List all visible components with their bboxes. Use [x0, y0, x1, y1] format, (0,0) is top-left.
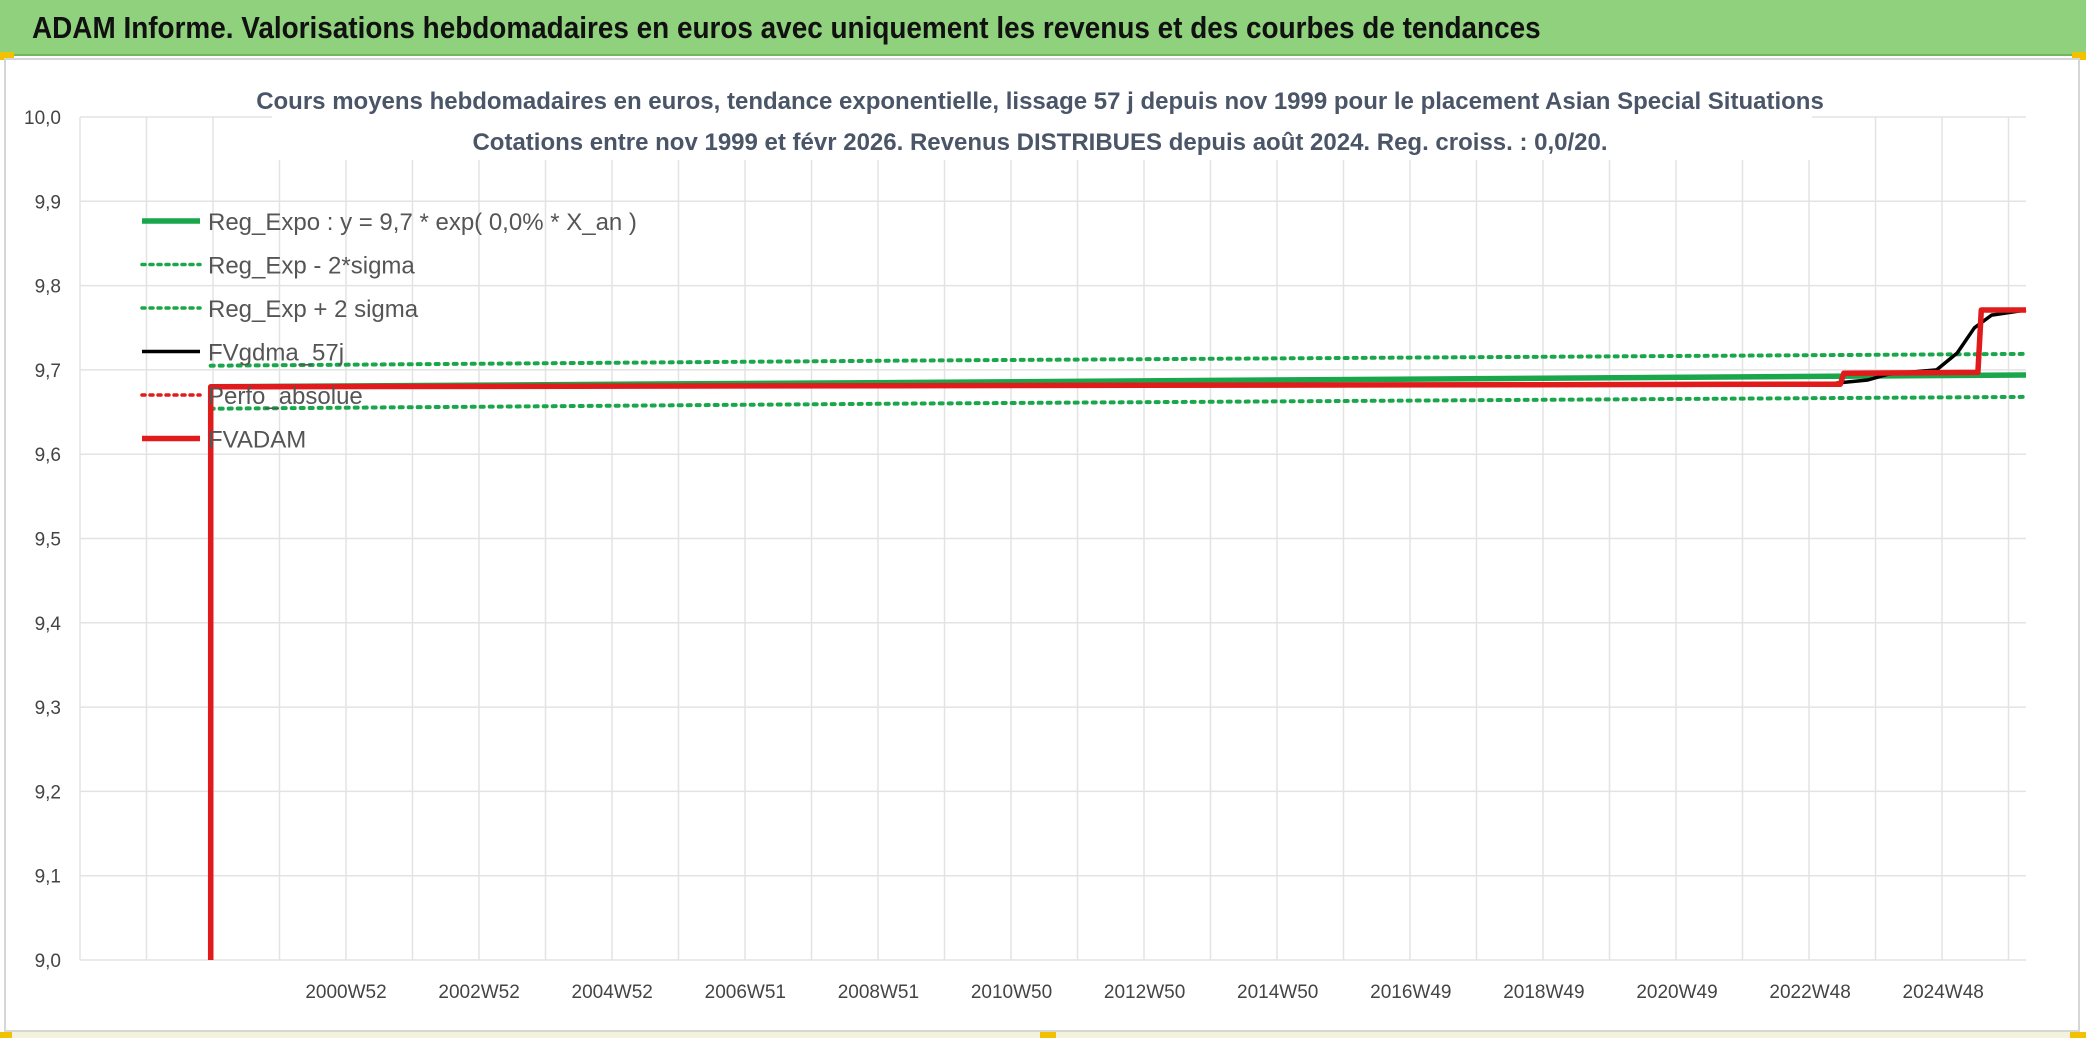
legend-label: Reg_Exp - 2*sigma [208, 253, 415, 280]
header-bar: ADAM Informe. Valorisations hebdomadaire… [0, 0, 2086, 56]
y-tick-label: 9,7 [35, 361, 61, 382]
bottom-mark-center [1040, 1032, 1056, 1038]
y-tick-label: 9,0 [35, 951, 61, 972]
bottom-mark-right [2070, 1032, 2086, 1038]
y-tick-label: 9,3 [35, 698, 61, 719]
legend-label: FVgdma_57j [208, 340, 344, 367]
series [207, 307, 2028, 960]
title-background [272, 82, 1812, 160]
y-tick-label: 9,1 [35, 867, 61, 888]
y-tick-label: 9,2 [35, 782, 61, 803]
grid [79, 116, 2026, 961]
y-tick-label: 10,0 [24, 108, 61, 129]
x-tick-label: 2006W51 [705, 982, 786, 1003]
x-tick-label: 2020W49 [1636, 982, 1717, 1003]
x-tick-label: 2008W51 [838, 982, 919, 1003]
x-tick-label: 2012W50 [1104, 982, 1185, 1003]
bottom-mark-left [0, 1032, 12, 1038]
y-tick-label: 9,4 [35, 614, 62, 635]
y-tick-label: 9,5 [35, 530, 61, 551]
chart-frame [4, 58, 2080, 1032]
legend: Reg_Expo : y = 9,7 * exp( 0,0% * X_an ) R… [140, 209, 637, 454]
y-tick-label: 9,6 [35, 445, 61, 466]
legend-label: FVADAM [208, 427, 306, 454]
corner-mark-right [2072, 52, 2086, 60]
corner-mark-left [0, 52, 14, 60]
legend-label: Reg_Expo : y = 9,7 * exp( 0,0% * X_an ) [208, 209, 637, 236]
series-line-1 [208, 394, 2028, 411]
legend-label: Perfo_absolue [208, 383, 363, 410]
x-tick-label: 2024W48 [1903, 982, 1984, 1003]
x-tick-label: 2004W52 [572, 982, 653, 1003]
series-line-5 [207, 307, 2026, 960]
chart-title-line-2: Cotations entre nov 1999 et févr 2026. R… [472, 129, 1607, 156]
x-tick-label: 2016W49 [1370, 982, 1451, 1003]
series-line-2 [208, 351, 2028, 368]
x-tick-label: 2014W50 [1237, 982, 1318, 1003]
legend-label: Reg_Exp + 2 sigma [208, 296, 419, 323]
bottom-strip [0, 1032, 2086, 1038]
x-tick-label: 2010W50 [971, 982, 1052, 1003]
y-tick-label: 9,8 [35, 277, 61, 298]
x-axis-ticks: 2000W52 2002W52 2004W52 2006W51 2008W51 2010W… [305, 982, 1984, 1003]
chart-title-line-1: Cours moyens hebdomadaires en euros, ten… [256, 88, 1824, 115]
series-line-3 [210, 308, 2027, 389]
header-title: ADAM Informe. Valorisations hebdomadaire… [32, 10, 1541, 45]
y-tick-label: 9,9 [35, 192, 61, 213]
y-axis-ticks: 9,0 9,1 9,2 9,3 9,4 9,5 9,6 9,7 9,8 9,9 10,0 [24, 108, 61, 972]
x-tick-label: 2002W52 [438, 982, 519, 1003]
x-tick-label: 2022W48 [1769, 982, 1850, 1003]
x-tick-label: 2000W52 [305, 982, 386, 1003]
x-tick-label: 2018W49 [1503, 982, 1584, 1003]
